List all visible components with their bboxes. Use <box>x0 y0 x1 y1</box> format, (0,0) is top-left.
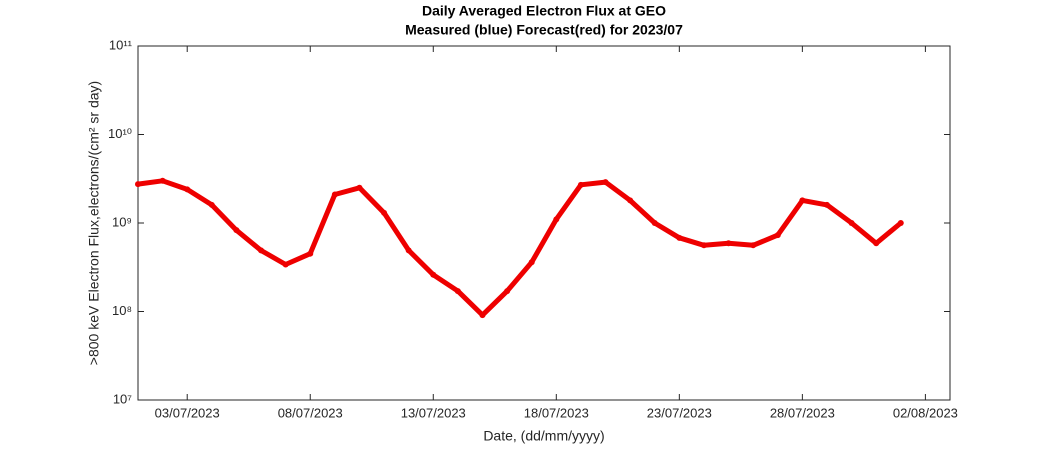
data-point <box>258 247 265 254</box>
data-point <box>848 220 855 226</box>
data-point <box>208 201 215 208</box>
x-tick-label: 23/07/2023 <box>647 405 712 420</box>
chart-subtitle: Measured (blue) Forecast(red) for 2023/0… <box>405 22 683 38</box>
data-point <box>577 181 584 188</box>
data-point <box>405 247 412 254</box>
data-point <box>676 234 683 241</box>
data-point <box>479 312 486 319</box>
data-point <box>233 227 240 234</box>
data-point <box>159 177 166 184</box>
data-point <box>750 242 757 249</box>
data-point <box>331 191 338 198</box>
y-tick-label: 10¹¹ <box>109 37 133 52</box>
x-tick-label: 18/07/2023 <box>524 405 589 420</box>
x-tick-label: 02/08/2023 <box>893 405 958 420</box>
data-point <box>799 197 806 204</box>
data-point <box>553 216 560 223</box>
y-tick-label: 10⁷ <box>113 391 132 406</box>
x-axis-label: Date, (dd/mm/yyyy) <box>483 428 604 444</box>
x-tick-label: 28/07/2023 <box>770 405 835 420</box>
data-point <box>897 220 904 226</box>
y-tick-label: 10⁸ <box>112 303 132 318</box>
data-point <box>725 240 732 247</box>
data-point <box>528 259 535 266</box>
y-tick-label: 10¹⁰ <box>108 126 132 141</box>
data-point <box>873 240 880 247</box>
data-point <box>135 181 141 188</box>
chart-title: Daily Averaged Electron Flux at GEO <box>422 3 666 19</box>
x-tick-label: 08/07/2023 <box>278 405 343 420</box>
data-point <box>282 261 289 268</box>
data-point <box>700 242 707 249</box>
data-point <box>356 184 363 191</box>
data-point <box>602 179 609 186</box>
data-point <box>381 209 388 216</box>
x-tick-label: 03/07/2023 <box>155 405 220 420</box>
data-point <box>774 232 781 239</box>
data-point <box>651 220 658 226</box>
data-point <box>823 201 830 208</box>
plot-frame <box>137 45 951 401</box>
data-point <box>184 186 191 193</box>
y-axis-label: >800 keV Electron Flux,electrons/(cm² sr… <box>86 81 102 365</box>
series-line <box>135 178 904 318</box>
y-tick-label: 10⁹ <box>112 214 132 229</box>
data-point <box>627 197 634 204</box>
data-point <box>454 288 461 295</box>
data-point <box>504 288 511 295</box>
data-point <box>307 250 314 257</box>
data-point <box>430 271 437 278</box>
x-tick-label: 13/07/2023 <box>401 405 466 420</box>
